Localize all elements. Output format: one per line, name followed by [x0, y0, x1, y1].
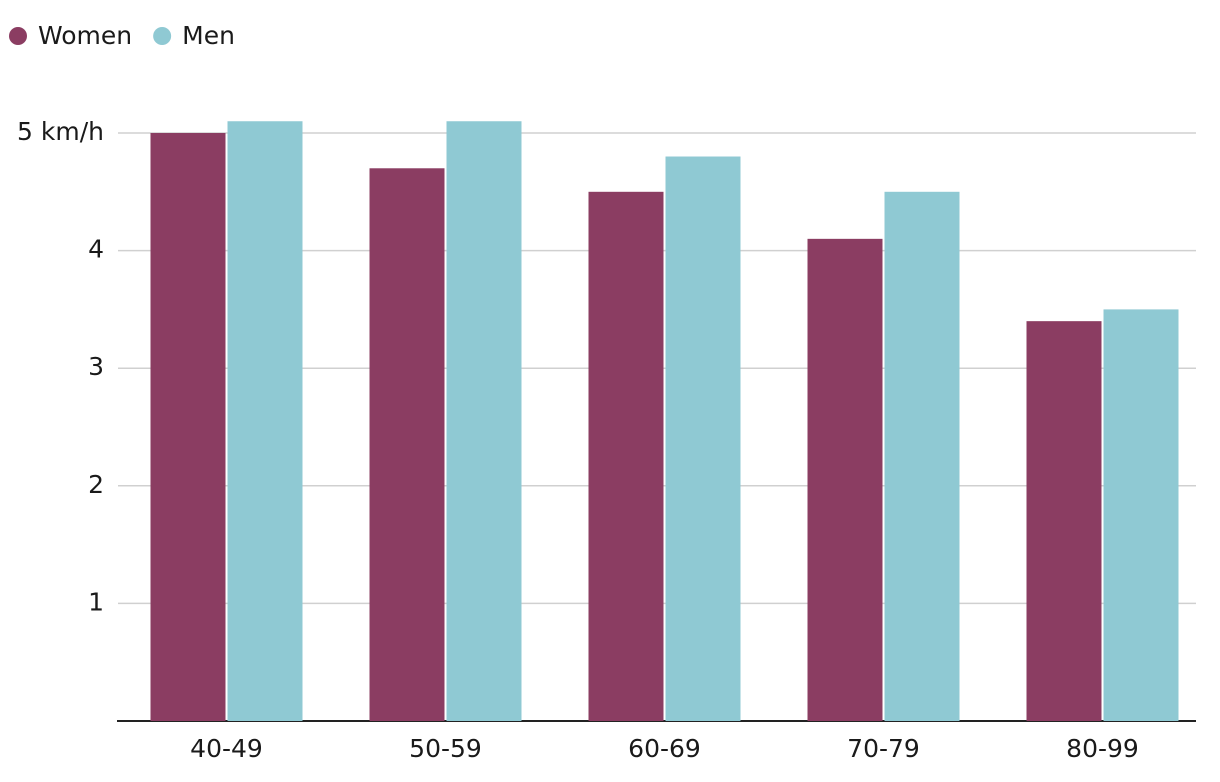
legend-label: Men — [182, 21, 235, 50]
legend-label: Women — [38, 21, 132, 50]
y-tick-label: 5 km/h — [17, 117, 104, 146]
bar — [1103, 309, 1179, 721]
x-tick-label: 60-69 — [628, 734, 701, 763]
bar — [807, 238, 883, 721]
y-tick-label: 1 — [88, 587, 104, 616]
bar — [150, 133, 226, 721]
bar — [665, 156, 741, 721]
y-tick-label: 2 — [88, 470, 104, 499]
x-tick-label: 50-59 — [409, 734, 482, 763]
bar — [446, 121, 522, 722]
legend-marker — [153, 27, 172, 45]
y-tick-label: 3 — [88, 352, 104, 381]
x-tick-label: 40-49 — [190, 734, 263, 763]
x-tick-label: 80-99 — [1066, 734, 1139, 763]
y-tick-label: 4 — [88, 235, 104, 264]
bar — [369, 168, 445, 721]
bar — [884, 191, 960, 722]
bar — [1026, 321, 1102, 721]
x-tick-label: 70-79 — [847, 734, 920, 763]
bar — [588, 191, 664, 722]
legend-marker — [9, 27, 27, 45]
bar — [227, 121, 303, 722]
